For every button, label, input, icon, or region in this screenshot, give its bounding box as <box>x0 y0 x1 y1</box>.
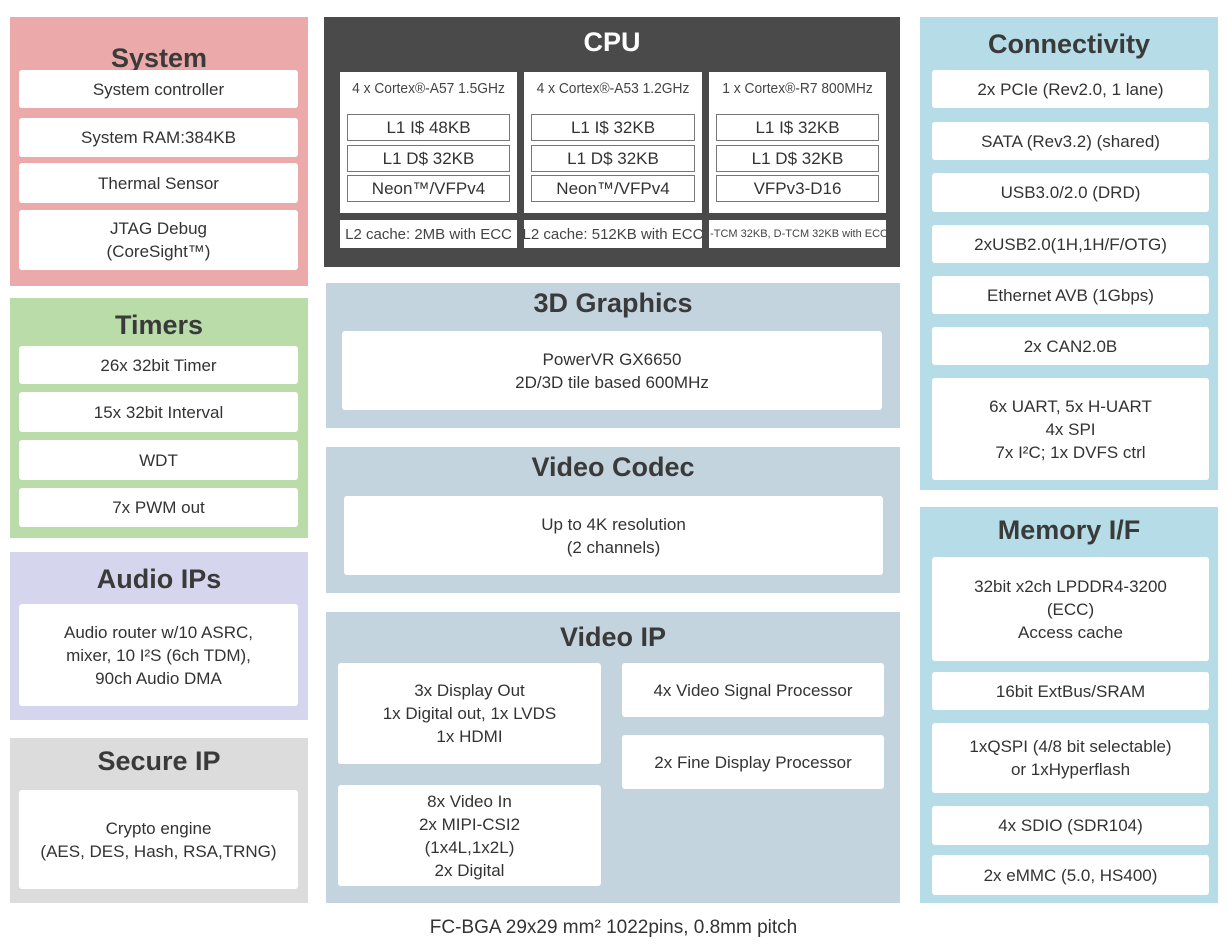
memory-item: 2x eMMC (5.0, HS400) <box>932 855 1209 895</box>
system-item: JTAG Debug (CoreSight™) <box>19 210 298 270</box>
secure-item: Crypto engine (AES, DES, Hash, RSA,TRNG) <box>19 790 298 889</box>
memory-item: 16bit ExtBus/SRAM <box>932 672 1209 710</box>
timers-item: 26x 32bit Timer <box>19 346 298 384</box>
videoip-title: Video IP <box>559 622 667 652</box>
core-name: 1 x Cortex®-R7 800MHz <box>722 80 873 97</box>
secure-title: Secure IP <box>97 746 221 776</box>
videoip-item: 3x Display Out 1x Digital out, 1x LVDS 1… <box>338 663 601 764</box>
core-feature: L1 I$ 32KB <box>716 114 879 141</box>
core-feature: Neon™/VFPv4 <box>531 175 695 202</box>
memory-title: Memory I/F <box>997 515 1141 545</box>
core-feature: L1 D$ 32KB <box>531 145 695 172</box>
videoip-item: 2x Fine Display Processor <box>622 735 884 789</box>
memory-item: 1xQSPI (4/8 bit selectable) or 1xHyperfl… <box>932 723 1209 793</box>
core-name: 4 x Cortex®-A57 1.5GHz <box>352 80 505 97</box>
connectivity-item: 6x UART, 5x H-UART 4x SPI 7x I²C; 1x DVF… <box>932 378 1209 480</box>
system-title: System <box>110 43 208 73</box>
codec-item: Up to 4K resolution (2 channels) <box>344 496 883 575</box>
cpu-core-cluster: 4 x Cortex®-A57 1.5GHz L1 I$ 48KB L1 D$ 32… <box>340 72 517 213</box>
system-item: Thermal Sensor <box>19 163 298 203</box>
core-l2-cache: L2 cache: 512KB with ECC <box>524 220 702 248</box>
connectivity-item: Ethernet AVB (1Gbps) <box>932 276 1209 314</box>
connectivity-title: Connectivity <box>987 29 1151 59</box>
timers-item: WDT <box>19 440 298 480</box>
connectivity-item: USB3.0/2.0 (DRD) <box>932 173 1209 212</box>
memory-item: 32bit x2ch LPDDR4-3200 (ECC) Access cach… <box>932 557 1209 661</box>
connectivity-item: 2x CAN2.0B <box>932 327 1209 365</box>
videoip-item: 4x Video Signal Processor <box>622 663 884 717</box>
package-footer: FC-BGA 29x29 mm² 1022pins, 0.8mm pitch <box>429 917 798 938</box>
cpu-title: CPU <box>583 27 641 57</box>
timers-item: 7x PWM out <box>19 488 298 527</box>
core-l2-cache: I-TCM 32KB, D-TCM 32KB with ECC <box>709 220 886 248</box>
core-feature: L1 I$ 48KB <box>347 114 510 141</box>
videoip-item: 8x Video In 2x MIPI-CSI2 (1x4L,1x2L) 2x … <box>338 785 601 886</box>
audio-title: Audio IPs <box>96 564 222 594</box>
system-item: System RAM:384KB <box>19 118 298 157</box>
connectivity-item: 2xUSB2.0(1H,1H/F/OTG) <box>932 225 1209 263</box>
audio-item: Audio router w/10 ASRC, mixer, 10 I²S (6… <box>19 604 298 706</box>
core-feature: L1 D$ 32KB <box>347 145 510 172</box>
timers-title: Timers <box>114 310 204 340</box>
core-feature: L1 D$ 32KB <box>716 145 879 172</box>
cpu-core-cluster: 4 x Cortex®-A53 1.2GHz L1 I$ 32KB L1 D$ 32… <box>524 72 702 213</box>
connectivity-item: 2x PCIe (Rev2.0, 1 lane) <box>932 70 1209 108</box>
core-name: 4 x Cortex®-A53 1.2GHz <box>536 80 690 97</box>
graphics-item: PowerVR GX6650 2D/3D tile based 600MHz <box>342 331 882 410</box>
cpu-core-cluster: 1 x Cortex®-R7 800MHz L1 I$ 32KB L1 D$ 32K… <box>709 72 886 213</box>
graphics-title: 3D Graphics <box>533 288 693 318</box>
core-feature: VFPv3-D16 <box>716 175 879 202</box>
core-l2-cache: L2 cache: 2MB with ECC <box>340 220 517 248</box>
core-feature: Neon™/VFPv4 <box>347 175 510 202</box>
system-item: System controller <box>19 70 298 108</box>
core-feature: L1 I$ 32KB <box>531 114 695 141</box>
timers-item: 15x 32bit Interval <box>19 392 298 432</box>
codec-title: Video Codec <box>531 452 695 482</box>
memory-item: 4x SDIO (SDR104) <box>932 806 1209 845</box>
connectivity-item: SATA (Rev3.2) (shared) <box>932 122 1209 160</box>
